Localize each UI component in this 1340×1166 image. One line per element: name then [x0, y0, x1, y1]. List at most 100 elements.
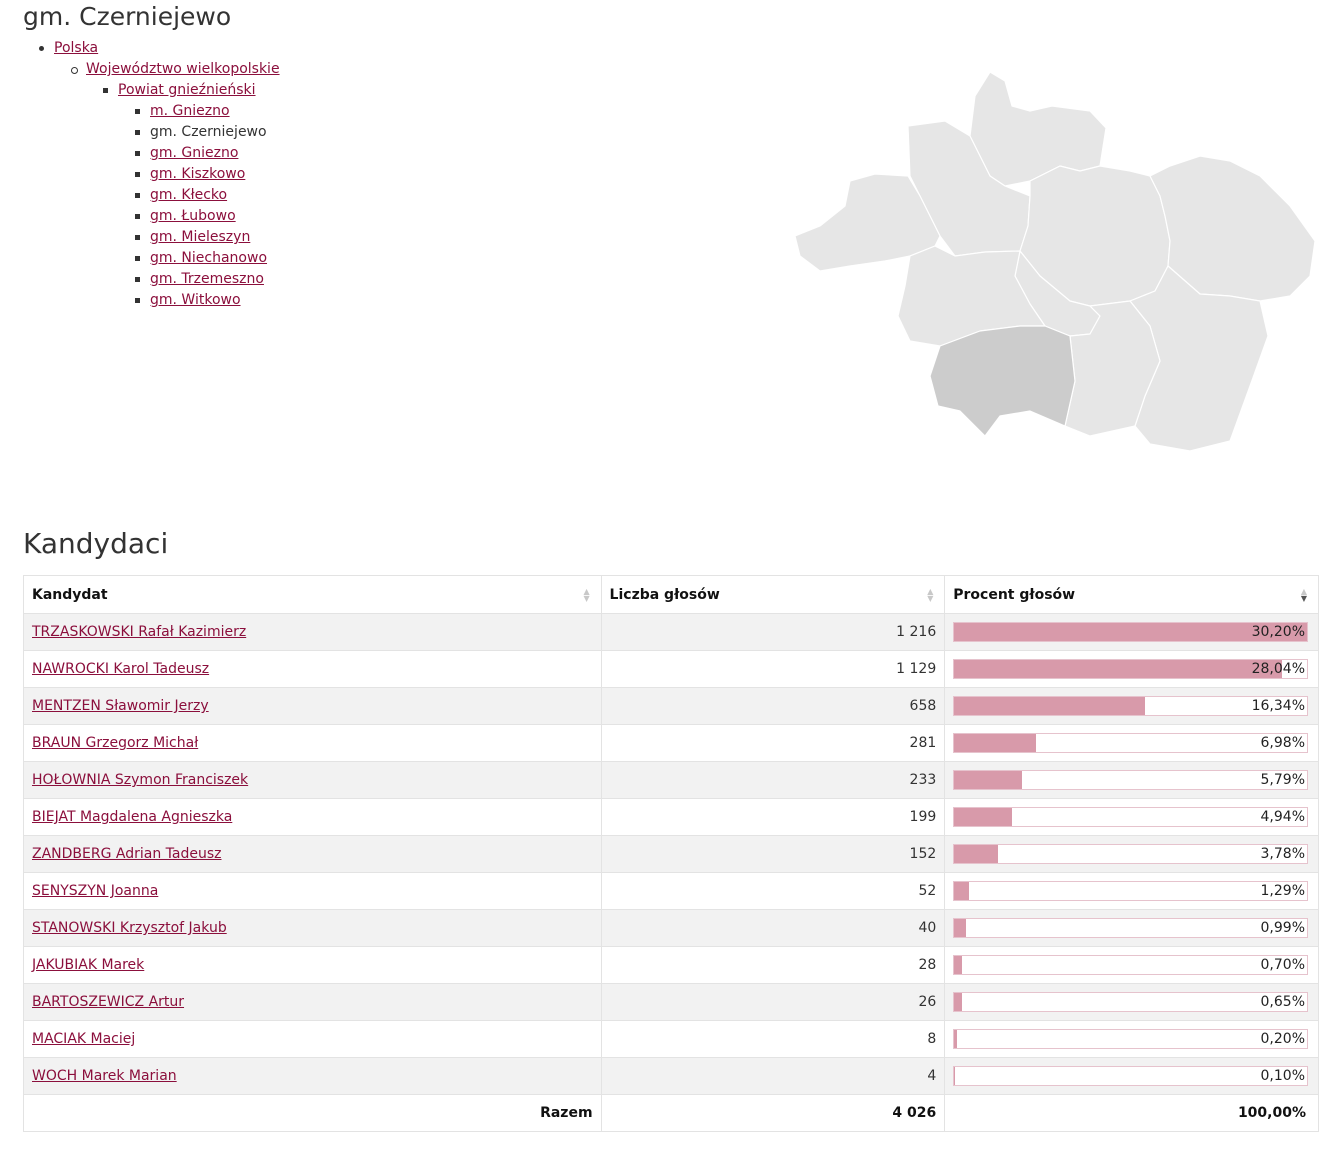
sort-desc-icon[interactable]: ▲ ▼	[1300, 587, 1308, 603]
percent-label: 0,10%	[1260, 1068, 1305, 1084]
percent-label: 1,29%	[1260, 883, 1305, 899]
breadcrumb-level-country: Polska	[39, 38, 99, 59]
candidate-cell: STANOWSKI Krzysztof Jakub	[23, 909, 602, 947]
candidate-cell: ZANDBERG Adrian Tadeusz	[23, 835, 602, 873]
column-header-candidate[interactable]: Kandydat ▲ ▼	[23, 575, 602, 614]
breadcrumb-link-county[interactable]: Powiat gnieźnieński	[118, 82, 256, 98]
candidate-link[interactable]: ZANDBERG Adrian Tadeusz	[32, 846, 222, 862]
total-row: Razem 4 026 100,00%	[23, 1094, 1319, 1132]
candidate-link[interactable]: BARTOSZEWICZ Artur	[32, 994, 185, 1010]
municipality-item: gm. Kiszkowo	[135, 164, 267, 185]
candidate-link[interactable]: SENYSZYN Joanna	[32, 883, 159, 899]
candidate-link[interactable]: BIEJAT Magdalena Agnieszka	[32, 809, 233, 825]
municipality-link[interactable]: gm. Kłecko	[150, 187, 228, 203]
municipality-link[interactable]: m. Gniezno	[150, 103, 230, 119]
breadcrumb-link-country[interactable]: Polska	[54, 40, 99, 56]
candidate-cell: BRAUN Grzegorz Michał	[23, 724, 602, 762]
votes-cell: 1 216	[600, 613, 946, 651]
bullet-square-icon	[135, 130, 140, 135]
percent-bar: 3,78%	[953, 844, 1308, 864]
votes-cell: 281	[600, 724, 946, 762]
municipality-link[interactable]: gm. Trzemeszno	[150, 271, 264, 287]
percent-bar: 4,94%	[953, 807, 1308, 827]
percent-label: 30,20%	[1251, 624, 1305, 640]
candidate-cell: JAKUBIAK Marek	[23, 946, 602, 984]
map-region-north[interactable]	[969, 71, 1107, 187]
votes-cell: 52	[600, 872, 946, 910]
percent-bar-fill	[954, 882, 970, 900]
candidate-cell: SENYSZYN Joanna	[23, 872, 602, 910]
percent-bar-fill	[954, 956, 963, 974]
votes-cell: 40	[600, 909, 946, 947]
table-row: JAKUBIAK Marek 28 0,70%	[23, 946, 1319, 984]
candidate-link[interactable]: MACIAK Maciej	[32, 1031, 136, 1047]
sort-icon[interactable]: ▲ ▼	[927, 587, 934, 603]
percent-cell: 30,20%	[944, 613, 1319, 651]
map-region-west[interactable]	[794, 173, 941, 272]
map-region-east[interactable]	[1149, 155, 1316, 302]
map-region-south-center[interactable]	[1064, 300, 1161, 437]
bullet-square-icon	[135, 193, 140, 198]
candidate-link[interactable]: NAWROCKI Karol Tadeusz	[32, 661, 210, 677]
municipality-link[interactable]: gm. Witkowo	[150, 292, 241, 308]
column-header-percent[interactable]: Procent głosów ▲ ▼	[944, 575, 1319, 614]
percent-cell: 4,94%	[944, 798, 1319, 836]
table-row: BIEJAT Magdalena Agnieszka 199 4,94%	[23, 798, 1319, 836]
municipality-list: m. Gniezno gm. Czerniejewo gm. Gniezno gm. …	[135, 101, 268, 311]
percent-bar-fill	[954, 1030, 957, 1048]
table-row: NAWROCKI Karol Tadeusz 1 129 28,04%	[23, 650, 1319, 688]
percent-bar: 1,29%	[953, 881, 1308, 901]
bullet-square-icon	[135, 151, 140, 156]
county-map	[794, 71, 1316, 452]
percent-bar-fill	[954, 993, 962, 1011]
percent-cell: 5,79%	[944, 761, 1319, 799]
votes-cell: 1 129	[600, 650, 946, 688]
percent-cell: 6,98%	[944, 724, 1319, 762]
candidate-link[interactable]: BRAUN Grzegorz Michał	[32, 735, 199, 751]
percent-bar-fill	[954, 771, 1022, 789]
breadcrumb: Polska	[39, 38, 99, 59]
candidate-link[interactable]: HOŁOWNIA Szymon Franciszek	[32, 772, 249, 788]
table-row: ZANDBERG Adrian Tadeusz 152 3,78%	[23, 835, 1319, 873]
municipality-item: gm. Niechanowo	[135, 248, 268, 269]
percent-bar-fill	[954, 660, 1282, 678]
table-row: STANOWSKI Krzysztof Jakub 40 0,99%	[23, 909, 1319, 947]
candidate-cell: BARTOSZEWICZ Artur	[23, 983, 602, 1021]
bullet-circle-icon	[71, 67, 78, 74]
breadcrumb-voivodeship-list: Województwo wielkopolskie	[71, 59, 280, 80]
municipality-link[interactable]: gm. Mieleszyn	[150, 229, 251, 245]
municipality-link[interactable]: gm. Łubowo	[150, 208, 236, 224]
candidate-cell: WOCH Marek Marian	[23, 1057, 602, 1095]
percent-bar: 28,04%	[953, 659, 1308, 679]
table-row: BRAUN Grzegorz Michał 281 6,98%	[23, 724, 1319, 762]
candidate-link[interactable]: STANOWSKI Krzysztof Jakub	[32, 920, 227, 936]
breadcrumb-county-list: Powiat gnieźnieński	[103, 80, 256, 101]
candidate-link[interactable]: JAKUBIAK Marek	[32, 957, 145, 973]
percent-cell: 0,65%	[944, 983, 1319, 1021]
percent-cell: 16,34%	[944, 687, 1319, 725]
sort-icon[interactable]: ▲ ▼	[583, 587, 590, 603]
percent-bar: 0,10%	[953, 1066, 1308, 1086]
percent-bar-fill	[954, 808, 1012, 826]
municipality-link[interactable]: gm. Kiszkowo	[150, 166, 246, 182]
municipality-link[interactable]: gm. Gniezno	[150, 145, 239, 161]
candidate-link[interactable]: WOCH Marek Marian	[32, 1068, 177, 1084]
percent-label: 0,99%	[1260, 920, 1305, 936]
municipality-link[interactable]: gm. Niechanowo	[150, 250, 268, 266]
table-row: TRZASKOWSKI Rafał Kazimierz 1 216 30,20%	[23, 613, 1319, 651]
candidate-link[interactable]: TRZASKOWSKI Rafał Kazimierz	[32, 624, 247, 640]
bullet-square-icon	[135, 235, 140, 240]
candidate-cell: NAWROCKI Karol Tadeusz	[23, 650, 602, 688]
bullet-square-icon	[135, 277, 140, 282]
votes-cell: 26	[600, 983, 946, 1021]
map-region-south-west[interactable]	[929, 325, 1076, 437]
column-header-votes[interactable]: Liczba głosów ▲ ▼	[600, 575, 946, 614]
breadcrumb-level-voivodeship: Województwo wielkopolskie	[71, 59, 280, 80]
total-label: Razem	[23, 1094, 602, 1132]
candidate-link[interactable]: MENTZEN Sławomir Jerzy	[32, 698, 209, 714]
total-percent: 100,00%	[944, 1094, 1319, 1132]
breadcrumb-link-voivodeship[interactable]: Województwo wielkopolskie	[86, 61, 280, 77]
percent-label: 16,34%	[1251, 698, 1305, 714]
percent-bar: 0,99%	[953, 918, 1308, 938]
percent-bar: 5,79%	[953, 770, 1308, 790]
